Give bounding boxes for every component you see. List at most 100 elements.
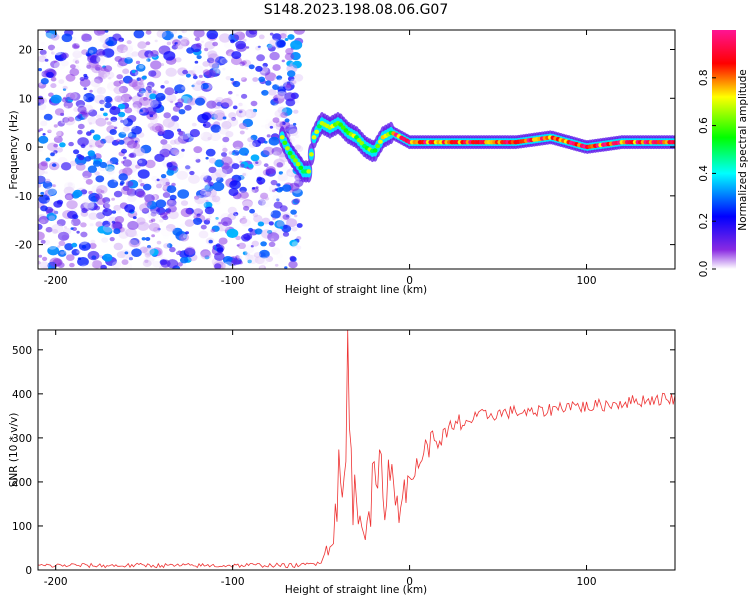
heatmap-noise-cell	[124, 204, 135, 213]
heatmap-ridge-core	[314, 129, 320, 135]
heatmap-noise-cell	[214, 112, 225, 121]
heatmap-noise-cell	[206, 30, 219, 40]
heatmap-noise-cell	[43, 113, 53, 121]
heatmap-noise-cell	[102, 224, 113, 233]
heatmap-noise-cell	[227, 117, 239, 127]
heatmap-noise-cell	[278, 171, 284, 175]
heatmap-noise-cell	[111, 197, 115, 201]
heatmap-noise-cell	[266, 209, 273, 216]
heatmap-noise-cell	[271, 147, 283, 156]
heatmap-noise-cell	[257, 221, 265, 227]
heatmap-noise-cell	[282, 214, 290, 220]
heatmap-noise-cell	[40, 239, 46, 244]
heatmap-noise-cell	[250, 245, 254, 248]
heatmap-noise-cell	[142, 96, 148, 101]
heatmap-noise-cell	[38, 129, 41, 133]
heatmap-noise-cell	[38, 72, 43, 76]
heatmap-noise-cell	[186, 47, 195, 54]
heatmap-noise-cell	[276, 75, 283, 81]
heatmap-noise-cell	[215, 200, 221, 205]
heatmap-noise-cell	[39, 119, 51, 128]
heatmap-noise-cell	[258, 265, 266, 269]
heatmap-noise-cell	[50, 83, 57, 89]
heatmap-noise-cell	[228, 90, 233, 95]
heatmap-noise-cell	[62, 85, 68, 90]
heatmap-noise-cell	[235, 40, 247, 50]
heatmap-noise-cell	[53, 200, 63, 208]
heatmap-noise-cell	[272, 151, 280, 158]
heatmap-noise-cell	[97, 144, 102, 149]
heatmap-noise-cell	[132, 81, 145, 92]
heatmap-noise-cell	[42, 181, 53, 189]
heatmap-noise-cell	[94, 171, 100, 176]
heatmap-noise-cell	[215, 56, 227, 66]
heatmap-noise-cell	[104, 71, 115, 79]
heatmap-noise-cell	[196, 55, 202, 60]
heatmap-noise-cell	[72, 189, 83, 198]
heatmap-noise-cell	[138, 87, 146, 94]
heatmap-ridge-core	[293, 158, 298, 163]
heatmap-noise-cell	[48, 92, 54, 97]
heatmap-noise-cell	[96, 54, 108, 64]
heatmap-noise-cell	[94, 193, 103, 200]
heatmap-noise-cell	[40, 191, 45, 195]
heatmap-noise-cell	[290, 52, 301, 61]
heatmap-ridge-core	[295, 161, 301, 167]
heatmap-noise-cell	[145, 237, 151, 241]
heatmap-noise-cell	[250, 189, 255, 194]
heatmap-noise-cell	[86, 64, 92, 69]
heatmap-x-tick-label: 100	[577, 275, 597, 287]
heatmap-noise-cell	[138, 179, 143, 183]
heatmap-noise-cell	[238, 122, 247, 130]
heatmap-noise-cell	[276, 183, 281, 187]
heatmap-noise-cell	[156, 178, 160, 182]
heatmap-noise-cell	[156, 217, 160, 221]
heatmap-noise-cell	[118, 111, 126, 118]
heatmap-noise-cell	[136, 77, 142, 82]
heatmap-noise-cell	[272, 33, 282, 41]
heatmap-noise-cell	[238, 63, 243, 68]
heatmap-noise-cell	[292, 221, 298, 226]
heatmap-noise-cell	[113, 86, 124, 95]
heatmap-noise-cell	[96, 185, 108, 195]
heatmap-noise-cell	[46, 71, 54, 78]
heatmap-noise-cell	[60, 251, 65, 255]
heatmap-noise-cell	[180, 38, 187, 44]
heatmap-noise-cell	[264, 140, 268, 144]
heatmap-noise-cell	[114, 48, 122, 55]
snr-y-tick-label: 0	[25, 565, 32, 577]
heatmap-noise-cell	[84, 201, 95, 210]
heatmap-noise-cell	[203, 121, 211, 128]
heatmap-noise-cell	[120, 127, 129, 135]
heatmap-ridge-core	[356, 138, 362, 143]
heatmap-noise-cell	[137, 41, 147, 49]
snr-frame	[37, 329, 676, 571]
heatmap-noise-cell	[272, 84, 280, 90]
heatmap-noise-cell	[53, 150, 58, 154]
heatmap-ridge-core	[282, 140, 288, 145]
heatmap-noise-cell	[265, 166, 276, 175]
heatmap-noise-cell	[116, 96, 125, 103]
heatmap-noise-cell	[105, 164, 115, 172]
heatmap-noise-cell	[177, 98, 185, 104]
heatmap-noise-cell	[255, 161, 259, 165]
heatmap-noise-cell	[166, 162, 173, 168]
heatmap-noise-cell	[121, 148, 127, 154]
heatmap-noise-cell	[292, 122, 297, 126]
heatmap-noise-cell	[231, 152, 235, 155]
heatmap-noise-cell	[144, 252, 151, 258]
heatmap-noise-cell	[87, 150, 96, 157]
heatmap-noise-cell	[171, 182, 176, 187]
heatmap-noise-cell	[38, 175, 45, 183]
heatmap-noise-cell	[117, 234, 122, 238]
heatmap-noise-cell	[175, 151, 185, 159]
heatmap-noise-cell	[44, 178, 51, 184]
heatmap-noise-cell	[128, 79, 139, 88]
heatmap-noise-cell	[252, 213, 258, 218]
heatmap-noise-cell	[38, 183, 42, 188]
heatmap-noise-cell	[246, 46, 250, 49]
heatmap-noise-cell	[90, 78, 101, 88]
heatmap-noise-cell	[191, 122, 197, 127]
heatmap-noise-cell	[69, 160, 77, 167]
heatmap-noise-cell	[141, 57, 149, 63]
